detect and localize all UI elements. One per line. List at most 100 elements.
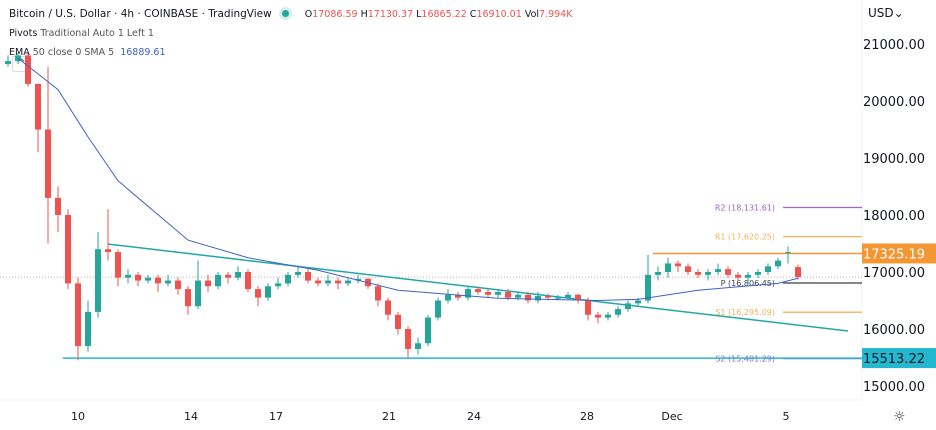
candle-body — [85, 311, 91, 347]
candle-body — [305, 272, 311, 281]
candle-body — [715, 269, 721, 272]
candle-body — [175, 280, 181, 290]
time-tick-label: 14 — [184, 410, 198, 423]
candle-body — [775, 260, 781, 267]
candle-body — [755, 272, 761, 275]
candle-body — [665, 263, 671, 272]
candle-body — [735, 274, 741, 278]
candle-body — [95, 249, 101, 312]
candle-body — [485, 291, 491, 295]
resistance-price-badge — [862, 243, 936, 264]
currency-selector[interactable]: USD⌄ — [868, 6, 904, 20]
candle-body — [395, 314, 401, 329]
settings-icon[interactable]: ☼ — [893, 409, 906, 425]
ema-line — [17, 57, 799, 302]
candle-body — [245, 272, 251, 290]
time-tick-label: 10 — [71, 410, 85, 423]
pivot-label: S1 (16,295.09) — [715, 308, 775, 317]
price-tick-label: 17000.00 — [863, 266, 925, 281]
pivots-indicator-legend[interactable]: Pivots Traditional Auto 1 Left 1 — [9, 28, 154, 39]
ohlc-values: O17086.59 H17130.37 L16865.22 C16910.01 … — [304, 9, 573, 20]
candle-body — [635, 300, 641, 304]
candle-body — [465, 289, 471, 298]
pivot-label: R2 (18,131.61) — [715, 203, 775, 212]
candle-body — [405, 329, 411, 349]
candle-body — [505, 291, 511, 298]
price-tick-label: 16000.00 — [863, 323, 925, 338]
ema-indicator-legend[interactable]: EMA 50 close 0 SMA 5 16889.61 — [9, 47, 166, 58]
pivot-label: P (16,806.45) — [721, 279, 775, 288]
candle-body — [685, 266, 691, 272]
candle-body — [5, 61, 11, 64]
candle-body — [615, 309, 621, 315]
time-tick-label: 24 — [467, 410, 481, 423]
candle-body — [215, 274, 221, 287]
candle-body — [355, 278, 361, 281]
pivot-label: S2 (15,481.29) — [715, 355, 775, 364]
market-status-icon — [281, 10, 289, 17]
candle-body — [705, 272, 711, 275]
candle-body — [605, 314, 611, 318]
price-tick-label: 18000.00 — [863, 209, 925, 224]
candle-body — [625, 303, 631, 310]
support-price-badge — [862, 348, 936, 369]
candle-body — [225, 274, 231, 278]
chevron-down-icon: ⌄ — [893, 6, 904, 20]
candle-body — [55, 197, 61, 215]
candle-body — [745, 274, 751, 278]
candle-body — [425, 317, 431, 344]
candle-body — [25, 55, 31, 84]
time-tick-label: 5 — [783, 410, 790, 423]
candle-body — [795, 267, 801, 278]
candle-body — [495, 291, 501, 295]
price-tick-label: 19000.00 — [863, 152, 925, 167]
candle-body — [325, 280, 331, 284]
candle-body — [695, 272, 701, 275]
time-tick-label: 21 — [382, 410, 396, 423]
candle-body — [585, 300, 591, 315]
candle-body — [285, 274, 291, 284]
candle-body — [155, 277, 161, 284]
candle-body — [345, 280, 351, 284]
candle-body — [575, 294, 581, 301]
price-tick-label: 21000.00 — [863, 38, 925, 53]
candle-body — [135, 274, 141, 281]
candle-body — [725, 269, 731, 275]
candle-body — [435, 300, 441, 318]
candle-body — [115, 252, 121, 278]
candle-body — [185, 289, 191, 307]
price-tick-label: 15000.00 — [863, 380, 925, 395]
pivot-label: R1 (17,620.25) — [715, 233, 775, 242]
candle-body — [125, 274, 131, 278]
candle-body — [145, 277, 151, 281]
candle-body — [595, 314, 601, 318]
candle-body — [545, 295, 551, 298]
time-tick-label: 28 — [580, 410, 594, 423]
candle-body — [45, 129, 51, 198]
candle-body — [555, 297, 561, 299]
candle-body — [765, 266, 771, 272]
candle-body — [655, 272, 661, 275]
candle-body — [445, 294, 451, 301]
time-tick-label: 17 — [269, 410, 283, 423]
candle-body — [645, 274, 651, 301]
candle-body — [255, 289, 261, 298]
candle-body — [275, 283, 281, 287]
candle-body — [205, 280, 211, 287]
candle-body — [455, 294, 461, 298]
candle-body — [195, 280, 201, 307]
symbol-title[interactable]: Bitcoin / U.S. Dollar · 4h · COINBASE · … — [9, 8, 272, 20]
candle-body — [75, 283, 81, 347]
candle-body — [35, 83, 41, 130]
candle-body — [565, 294, 571, 298]
candle-body — [415, 343, 421, 349]
time-tick-label: Dec — [661, 410, 682, 423]
resistance-price-label: 17325.19 — [863, 247, 925, 262]
candle-body — [105, 249, 111, 253]
candle-body — [785, 252, 791, 254]
candle-body — [515, 294, 521, 298]
candle-body — [535, 295, 541, 301]
chart-legend: Bitcoin / U.S. Dollar · 4h · COINBASE · … — [9, 5, 572, 62]
candle-body — [475, 289, 481, 292]
